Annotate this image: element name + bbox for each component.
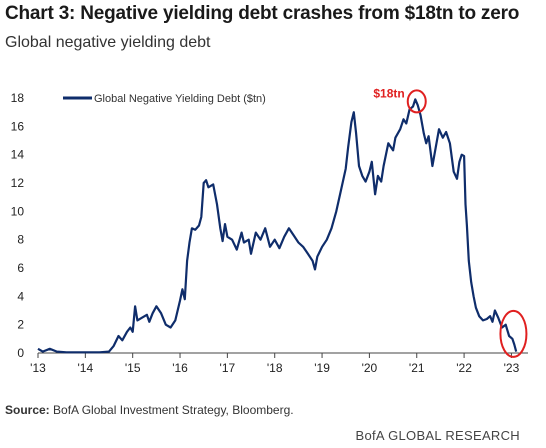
x-tick-label: '21 [409, 361, 425, 375]
highlight-circles [406, 89, 528, 358]
x-tick-label: '19 [314, 361, 330, 375]
y-tick-label: 0 [17, 346, 24, 360]
highlight-circle [406, 89, 427, 114]
x-tick-label: '18 [267, 361, 283, 375]
source-text: BofA Global Investment Strategy, Bloombe… [49, 403, 294, 417]
y-tick-label: 2 [17, 318, 24, 332]
source-label: Source: [5, 403, 50, 417]
y-tick-label: 8 [17, 233, 24, 247]
chart-title: Chart 3: Negative yielding debt crashes … [5, 3, 520, 24]
legend: Global Negative Yielding Debt ($tn) [63, 93, 266, 105]
series-line-negative-yielding-debt [37, 98, 518, 354]
x-tick-label: '17 [220, 361, 236, 375]
x-tick-label: '15 [125, 361, 141, 375]
chart-subtitle: Global negative yielding debt [5, 34, 211, 51]
y-tick-label: 10 [11, 204, 25, 218]
y-tick-label: 14 [11, 148, 25, 162]
x-tick-label: '22 [456, 361, 472, 375]
y-tick-label: 12 [11, 176, 25, 190]
y-tick-label: 18 [11, 91, 25, 105]
source-note: Source: BofA Global Investment Strategy,… [5, 403, 294, 417]
y-axis-ticks: 0 2 4 6 8 10 12 14 16 18 [11, 91, 25, 360]
x-tick-label: '20 [362, 361, 378, 375]
highlight-circle [499, 309, 528, 358]
x-tick-label: '13 [30, 361, 46, 375]
y-tick-label: 4 [17, 289, 24, 303]
line-chart: 0 2 4 6 8 10 12 14 16 18 '13 '14 '15 '16 '17 '18 '19 '20… [11, 86, 528, 375]
annotation-18tn: $18tn [373, 86, 404, 100]
y-tick-label: 6 [17, 261, 24, 275]
x-tick-label: '16 [172, 361, 188, 375]
brand-label: BofA GLOBAL RESEARCH [355, 428, 520, 443]
x-tick-label: '14 [78, 361, 94, 375]
x-tick-label: '23 [504, 361, 520, 375]
legend-label: Global Negative Yielding Debt ($tn) [94, 93, 266, 105]
x-axis: '13 '14 '15 '16 '17 '18 '19 '20 '21 '22 '23 [30, 352, 528, 375]
y-tick-label: 16 [11, 119, 25, 133]
